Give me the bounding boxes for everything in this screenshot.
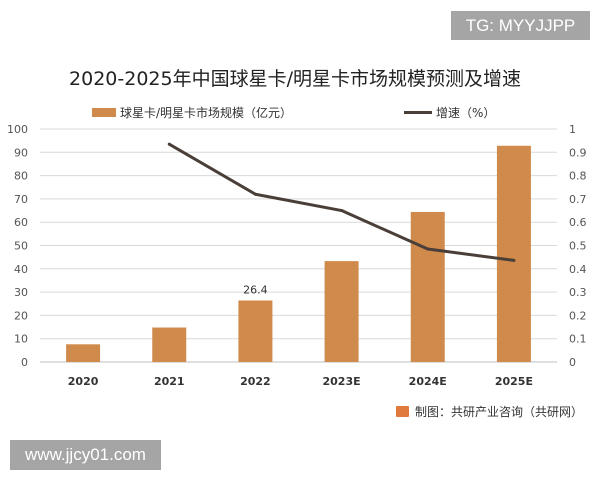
bar [152,327,187,362]
category-label: 2024E [409,375,447,388]
right-tick-label: 0.2 [569,309,587,322]
bar-data-label: 26.4 [243,283,268,296]
legend-line: 增速（%） [404,104,495,121]
growth-point [253,192,257,196]
right-tick-label: 0.7 [569,193,587,206]
bar [238,300,273,362]
legend-bar: 球星卡/明星卡市场规模（亿元） [92,104,292,121]
left-tick-label: 60 [14,216,28,229]
bar [324,261,359,362]
growth-point [426,247,430,251]
growth-point [340,209,344,213]
category-label: 2020 [68,375,99,388]
legend-bar-swatch [92,108,116,117]
left-tick-label: 50 [14,240,28,253]
right-tick-label: 0 [569,356,576,369]
right-tick-label: 1 [569,123,576,136]
left-tick-label: 80 [14,170,28,183]
category-label: 2021 [154,375,185,388]
left-tick-label: 0 [21,356,28,369]
legend-line-swatch [404,111,432,114]
source-logo-icon [396,406,409,417]
left-tick-label: 40 [14,263,28,276]
category-label: 2023E [323,375,361,388]
legend-line-label: 增速（%） [436,106,496,120]
right-tick-label: 0.1 [569,333,587,346]
left-tick-label: 70 [14,193,28,206]
left-tick-label: 90 [14,146,28,159]
tg-watermark: TG: MYYJJPP [451,11,590,40]
right-tick-label: 0.8 [569,170,587,183]
chart-title: 2020-2025年中国球星卡/明星卡市场规模预测及增速 [69,68,521,90]
category-label: 2025E [495,375,533,388]
site-watermark: www.jjcy01.com [10,440,161,470]
right-tick-label: 0.5 [569,240,587,253]
legend-bar-label: 球星卡/明星卡市场规模（亿元） [120,106,293,120]
right-tick-label: 0.3 [569,286,587,299]
right-tick-label: 0.9 [569,146,587,159]
bar [496,145,531,362]
left-tick-label: 30 [14,286,28,299]
right-tick-label: 0.4 [569,263,587,276]
left-tick-label: 100 [7,123,28,136]
left-tick-label: 10 [14,333,28,346]
bar [66,344,101,362]
right-tick-label: 0.6 [569,216,587,229]
growth-point [512,258,516,262]
left-tick-label: 20 [14,309,28,322]
category-label: 2022 [240,375,271,388]
source-text: 制图：共研产业咨询（共研网） [415,405,584,419]
bar [410,211,445,362]
growth-line [168,142,515,262]
source-note: 制图：共研产业咨询（共研网） [396,403,583,420]
growth-point [167,142,171,146]
